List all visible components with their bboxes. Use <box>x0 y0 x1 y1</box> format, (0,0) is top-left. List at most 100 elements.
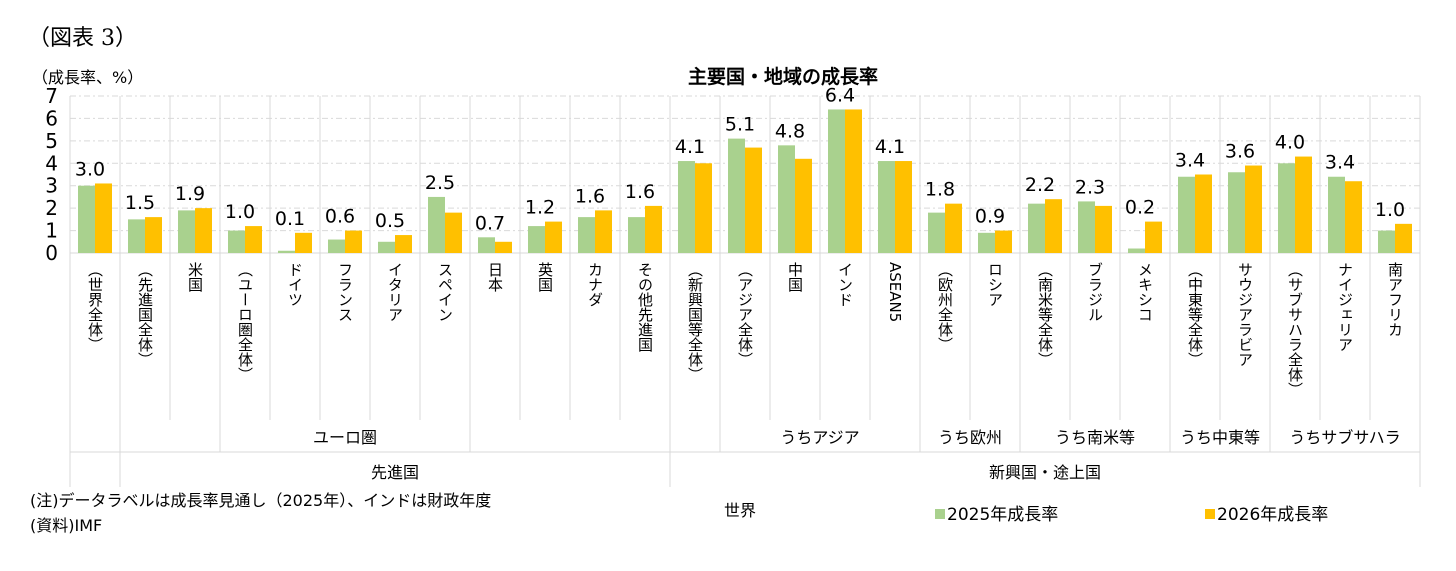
category-label: 日本 <box>486 262 504 292</box>
category-label: （先進国全体） <box>136 262 154 367</box>
category-label: ドイツ <box>286 262 304 307</box>
bar-2026 <box>1395 223 1412 253</box>
y-tick-label: 4 <box>45 151 58 175</box>
y-tick-label: 1 <box>45 219 58 243</box>
bar-2025 <box>928 212 945 253</box>
bar-2026 <box>1195 174 1212 253</box>
category-label: インド <box>836 262 854 307</box>
data-label: 1.6 <box>625 181 655 203</box>
bar-2026 <box>1345 181 1362 253</box>
bar-2025 <box>678 161 695 253</box>
bar-2025 <box>1328 176 1345 253</box>
bar-2025 <box>1228 172 1245 253</box>
data-label: 4.0 <box>1275 132 1305 154</box>
category-label: 南アフリカ <box>1386 262 1404 337</box>
bar-2025 <box>828 109 845 253</box>
data-label: 0.5 <box>375 210 405 232</box>
data-label: 2.5 <box>425 172 455 194</box>
category-label: スペイン <box>436 262 454 322</box>
data-label: 1.0 <box>1375 199 1405 221</box>
data-label: 4.1 <box>875 136 905 158</box>
bar-2026 <box>1095 205 1112 253</box>
group-label: ユーロ圏 <box>313 428 377 447</box>
data-label: 5.1 <box>725 114 755 136</box>
bar-2026 <box>1295 156 1312 253</box>
data-label: 0.2 <box>1125 197 1155 219</box>
bar-2026 <box>145 217 162 253</box>
bar-2026 <box>345 230 362 253</box>
bar-2026 <box>945 203 962 253</box>
bar-2025 <box>378 241 395 253</box>
group-label: うち中東等 <box>1180 428 1260 447</box>
data-label: 1.5 <box>125 192 155 214</box>
note-text: (注)データラベルは成長率見通し（2025年）、インドは財政年度 <box>30 491 492 510</box>
category-label: その他先進国 <box>636 262 654 352</box>
bar-2026 <box>795 158 812 253</box>
y-tick-label: 2 <box>45 196 58 220</box>
bar-2026 <box>445 212 462 253</box>
category-label: （欧州全体） <box>936 262 954 352</box>
bar-2025 <box>478 237 495 253</box>
data-label: 4.1 <box>675 136 705 158</box>
group-label: 先進国 <box>371 463 419 482</box>
bar-2026 <box>195 208 212 253</box>
source-text: (資料)IMF <box>30 516 103 535</box>
data-label: 1.8 <box>925 179 955 201</box>
bar-2026 <box>1145 221 1162 253</box>
bar-2026 <box>645 205 662 253</box>
category-label: （中東等全体） <box>1186 262 1204 367</box>
category-label: ロシア <box>986 262 1004 307</box>
bar-2025 <box>428 196 445 253</box>
category-label: メキシコ <box>1136 262 1154 322</box>
bar-2025 <box>1078 201 1095 253</box>
bar-2025 <box>628 217 645 253</box>
bar-2026 <box>1045 199 1062 253</box>
data-label: 6.4 <box>825 84 855 106</box>
bar-2025 <box>128 219 145 253</box>
y-tick-label: 7 <box>45 84 58 108</box>
bar-2026 <box>295 232 312 253</box>
bar-2026 <box>995 230 1012 253</box>
bar-2025 <box>278 250 295 253</box>
data-label: 3.4 <box>1325 152 1355 174</box>
bar-2025 <box>1028 203 1045 253</box>
bar-2026 <box>545 221 562 253</box>
bar-2025 <box>328 239 345 253</box>
data-label: 1.2 <box>525 197 555 219</box>
group-label: うちアジア <box>780 428 859 447</box>
figure-label: （図表 3） <box>28 26 137 51</box>
legend-label: 2026年成長率 <box>1217 505 1328 525</box>
bar-2025 <box>528 226 545 253</box>
data-label: 4.8 <box>775 120 805 142</box>
category-label: ASEAN5 <box>886 262 904 322</box>
data-label: 0.1 <box>275 208 305 230</box>
bar-2025 <box>778 145 795 253</box>
bar-2025 <box>978 232 995 253</box>
bar-2026 <box>395 235 412 253</box>
legend-label: 2025年成長率 <box>947 505 1058 525</box>
category-label: （世界全体） <box>86 262 104 352</box>
category-label: （サブサハラ全体） <box>1286 262 1304 397</box>
y-axis-unit-label: （成長率、%） <box>32 68 144 87</box>
category-label: カナダ <box>586 262 604 307</box>
group-label: うちサブサハラ <box>1289 428 1400 447</box>
bar-2026 <box>595 210 612 253</box>
data-label: 1.9 <box>175 183 205 205</box>
bar-2025 <box>1278 163 1295 253</box>
bar-2025 <box>878 161 895 253</box>
bar-2025 <box>1178 176 1195 253</box>
category-label: フランス <box>336 262 354 322</box>
category-label: 米国 <box>186 262 204 292</box>
bar-2026 <box>745 147 762 253</box>
category-label: （ユーロ圏全体） <box>236 262 254 382</box>
group-label: 新興国・途上国 <box>989 463 1101 482</box>
data-label: 1.6 <box>575 185 605 207</box>
y-tick-label: 6 <box>45 106 58 130</box>
bar-2025 <box>178 210 195 253</box>
bar-2026 <box>845 109 862 253</box>
bar-2026 <box>895 161 912 253</box>
group-label: 世界 <box>724 501 756 520</box>
category-label: 中国 <box>786 262 804 292</box>
data-label: 3.6 <box>1225 141 1255 163</box>
bar-2025 <box>728 138 745 253</box>
